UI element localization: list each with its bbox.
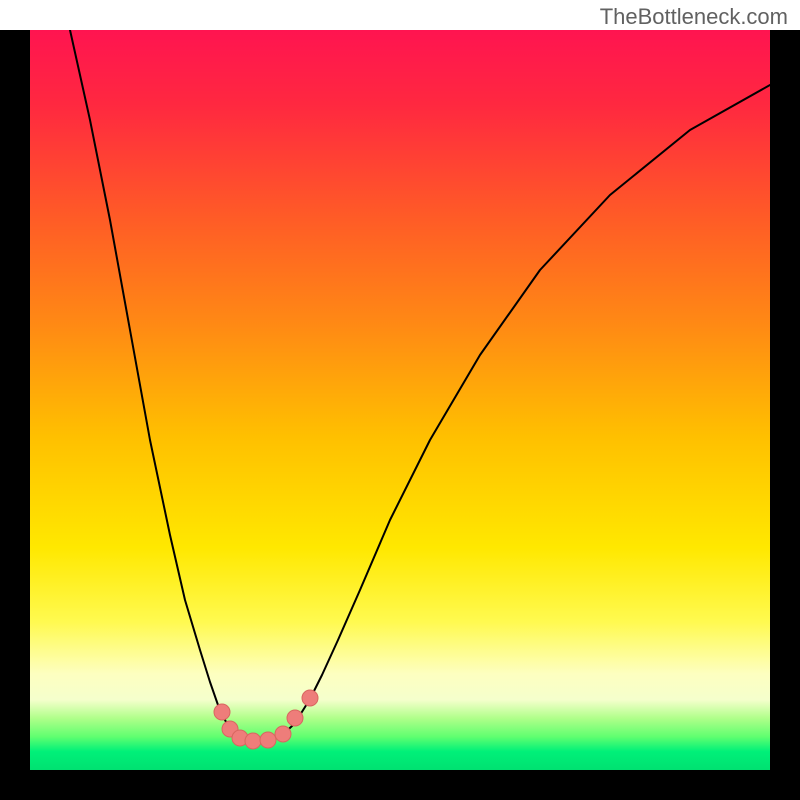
data-marker	[260, 732, 276, 748]
watermark-text: TheBottleneck.com	[600, 4, 788, 30]
data-marker	[275, 726, 291, 742]
chart-container: TheBottleneck.com	[0, 0, 800, 800]
data-marker	[245, 733, 261, 749]
chart-svg	[0, 0, 800, 800]
gradient-background	[30, 30, 770, 770]
data-marker	[302, 690, 318, 706]
data-marker	[214, 704, 230, 720]
data-marker	[287, 710, 303, 726]
